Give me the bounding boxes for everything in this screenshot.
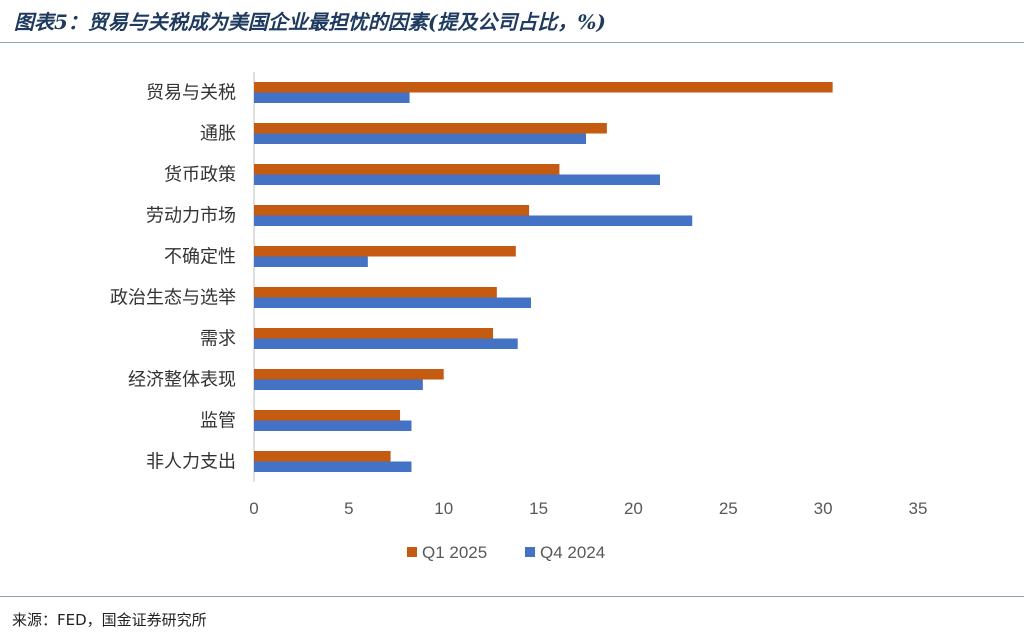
bar-q1-2025-2 — [254, 164, 560, 175]
legend-label-q4-2024: Q4 2024 — [540, 543, 605, 562]
bar-q1-2025-4 — [254, 246, 516, 257]
x-tick-label: 35 — [909, 499, 928, 518]
x-tick-label: 20 — [624, 499, 643, 518]
category-label: 贸易与关税 — [146, 83, 236, 104]
bar-q4-2024-0 — [254, 92, 410, 103]
bar-q4-2024-7 — [254, 379, 423, 390]
bar-q1-2025-6 — [254, 328, 494, 339]
legend-swatch-q4-2024 — [525, 547, 535, 557]
bar-chart: 贸易与关税通胀货币政策劳动力市场不确定性政治生态与选举需求经济整体表现监管非人力… — [110, 72, 928, 562]
bar-q1-2025-5 — [254, 287, 497, 298]
x-tick-label: 0 — [249, 499, 258, 518]
category-label: 通胀 — [200, 124, 236, 145]
bar-q1-2025-1 — [254, 123, 607, 134]
bar-q4-2024-3 — [254, 215, 693, 226]
bar-q1-2025-9 — [254, 451, 391, 462]
category-label: 政治生态与选举 — [110, 288, 236, 309]
top-divider — [0, 42, 1024, 43]
category-label: 劳动力市场 — [146, 206, 236, 227]
category-label: 非人力支出 — [146, 452, 236, 473]
x-tick-label: 25 — [719, 499, 738, 518]
x-tick-label: 10 — [434, 499, 453, 518]
x-tick-label: 30 — [814, 499, 833, 518]
bar-q1-2025-7 — [254, 369, 444, 380]
bar-q4-2024-8 — [254, 420, 412, 431]
legend-swatch-q1-2025 — [407, 547, 417, 557]
bar-q4-2024-4 — [254, 256, 368, 267]
bar-q1-2025-8 — [254, 410, 401, 421]
bottom-divider — [0, 596, 1024, 597]
category-label: 经济整体表现 — [128, 370, 236, 391]
bar-q4-2024-1 — [254, 133, 586, 144]
bar-q4-2024-2 — [254, 174, 660, 185]
bar-q4-2024-6 — [254, 338, 518, 349]
category-label: 需求 — [200, 329, 236, 350]
figure-title: 图表5：贸易与关税成为美国企业最担忧的因素(提及公司占比，%) — [14, 10, 606, 34]
bar-q4-2024-5 — [254, 297, 531, 308]
bar-q1-2025-3 — [254, 205, 530, 216]
x-tick-label: 5 — [344, 499, 353, 518]
bar-q4-2024-9 — [254, 461, 412, 472]
legend-label-q1-2025: Q1 2025 — [422, 543, 487, 562]
category-label: 货币政策 — [164, 165, 236, 186]
category-label: 不确定性 — [164, 247, 236, 268]
bar-q1-2025-0 — [254, 82, 833, 93]
source-note: 来源：FED，国金证券研究所 — [12, 611, 207, 629]
x-tick-label: 15 — [529, 499, 548, 518]
category-label: 监管 — [200, 411, 236, 432]
